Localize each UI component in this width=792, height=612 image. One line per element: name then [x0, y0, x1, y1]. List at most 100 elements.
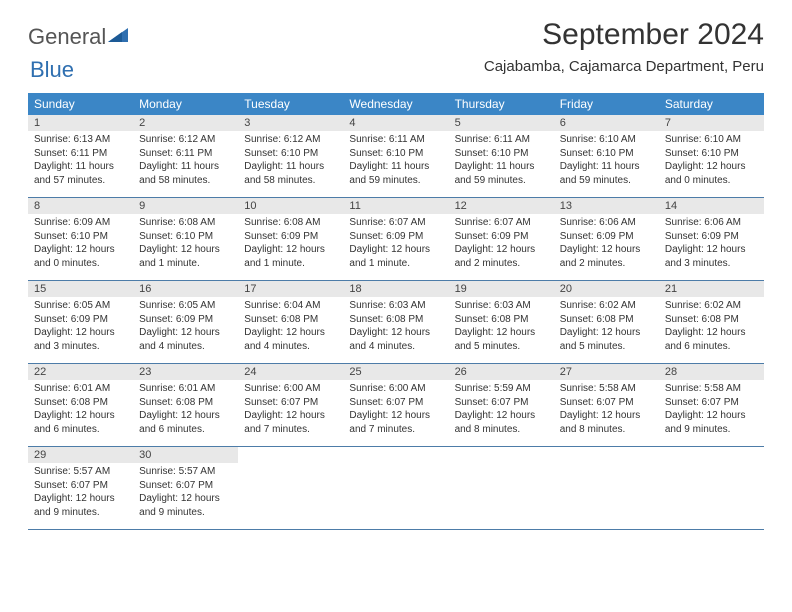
- day-cell: 7 Sunrise: 6:10 AMSunset: 6:10 PMDaylight…: [659, 115, 764, 197]
- sunset-text: Sunset: 6:07 PM: [349, 396, 444, 410]
- week-row: 1Sunrise: 6:13 AMSunset: 6:11 PMDaylight…: [28, 115, 764, 198]
- daylight-text: Daylight: 12 hours and 2 minutes.: [560, 243, 655, 270]
- sunset-text: Sunset: 6:08 PM: [665, 313, 760, 327]
- daylight-text: Daylight: 12 hours and 4 minutes.: [244, 326, 339, 353]
- day-info: Sunrise: 6:08 AMSunset: 6:10 PMDaylight:…: [133, 216, 238, 270]
- day-info: Sunrise: 5:58 AMSunset: 6:07 PMDaylight:…: [554, 382, 659, 436]
- day-cell: 11 Sunrise: 6:07 AMSunset: 6:09 PMDayligh…: [343, 198, 448, 280]
- sunrise-text: Sunrise: 6:12 AM: [244, 133, 339, 147]
- weeks-container: 1Sunrise: 6:13 AMSunset: 6:11 PMDaylight…: [28, 115, 764, 530]
- day-cell-empty: [238, 447, 343, 529]
- sunrise-text: Sunrise: 6:01 AM: [34, 382, 129, 396]
- day-number: 6: [554, 115, 659, 131]
- daylight-text: Daylight: 12 hours and 7 minutes.: [244, 409, 339, 436]
- day-info: Sunrise: 6:00 AMSunset: 6:07 PMDaylight:…: [343, 382, 448, 436]
- day-cell: 15Sunrise: 6:05 AMSunset: 6:09 PMDayligh…: [28, 281, 133, 363]
- day-number: 7: [659, 115, 764, 131]
- sunrise-text: Sunrise: 6:11 AM: [349, 133, 444, 147]
- daylight-text: Daylight: 12 hours and 3 minutes.: [34, 326, 129, 353]
- daylight-text: Daylight: 12 hours and 5 minutes.: [455, 326, 550, 353]
- sunset-text: Sunset: 6:07 PM: [665, 396, 760, 410]
- day-number: 30: [133, 447, 238, 463]
- day-number: 16: [133, 281, 238, 297]
- sunset-text: Sunset: 6:08 PM: [560, 313, 655, 327]
- daylight-text: Daylight: 12 hours and 8 minutes.: [560, 409, 655, 436]
- day-number: 18: [343, 281, 448, 297]
- day-cell-empty: [449, 447, 554, 529]
- day-info: Sunrise: 6:02 AMSunset: 6:08 PMDaylight:…: [659, 299, 764, 353]
- daylight-text: Daylight: 12 hours and 5 minutes.: [560, 326, 655, 353]
- day-info: Sunrise: 6:01 AMSunset: 6:08 PMDaylight:…: [28, 382, 133, 436]
- day-number: 10: [238, 198, 343, 214]
- day-cell: 16Sunrise: 6:05 AMSunset: 6:09 PMDayligh…: [133, 281, 238, 363]
- sunset-text: Sunset: 6:09 PM: [244, 230, 339, 244]
- day-number: 8: [28, 198, 133, 214]
- day-number: 25: [343, 364, 448, 380]
- sunrise-text: Sunrise: 5:59 AM: [455, 382, 550, 396]
- sunset-text: Sunset: 6:09 PM: [455, 230, 550, 244]
- daylight-text: Daylight: 11 hours and 59 minutes.: [455, 160, 550, 187]
- day-number: 4: [343, 115, 448, 131]
- daylight-text: Daylight: 12 hours and 8 minutes.: [455, 409, 550, 436]
- daylight-text: Daylight: 12 hours and 4 minutes.: [349, 326, 444, 353]
- sunset-text: Sunset: 6:08 PM: [349, 313, 444, 327]
- day-header: Friday: [554, 93, 659, 115]
- sunrise-text: Sunrise: 6:10 AM: [665, 133, 760, 147]
- sunrise-text: Sunrise: 6:07 AM: [349, 216, 444, 230]
- sunrise-text: Sunrise: 6:06 AM: [560, 216, 655, 230]
- day-info: Sunrise: 6:11 AMSunset: 6:10 PMDaylight:…: [343, 133, 448, 187]
- sunset-text: Sunset: 6:10 PM: [455, 147, 550, 161]
- sunrise-text: Sunrise: 6:13 AM: [34, 133, 129, 147]
- daylight-text: Daylight: 12 hours and 9 minutes.: [34, 492, 129, 519]
- sunrise-text: Sunrise: 5:57 AM: [34, 465, 129, 479]
- daylight-text: Daylight: 12 hours and 6 minutes.: [139, 409, 234, 436]
- daylight-text: Daylight: 12 hours and 1 minute.: [349, 243, 444, 270]
- day-info: Sunrise: 6:03 AMSunset: 6:08 PMDaylight:…: [449, 299, 554, 353]
- sunset-text: Sunset: 6:08 PM: [455, 313, 550, 327]
- calendar-page: General September 2024 Cajabamba, Cajama…: [0, 0, 792, 530]
- sunrise-text: Sunrise: 6:09 AM: [34, 216, 129, 230]
- sunset-text: Sunset: 6:10 PM: [139, 230, 234, 244]
- day-cell: 18Sunrise: 6:03 AMSunset: 6:08 PMDayligh…: [343, 281, 448, 363]
- day-cell: 22Sunrise: 6:01 AMSunset: 6:08 PMDayligh…: [28, 364, 133, 446]
- daylight-text: Daylight: 12 hours and 6 minutes.: [34, 409, 129, 436]
- sunset-text: Sunset: 6:08 PM: [139, 396, 234, 410]
- day-info: Sunrise: 6:05 AMSunset: 6:09 PMDaylight:…: [28, 299, 133, 353]
- day-number: 17: [238, 281, 343, 297]
- day-cell: 19 Sunrise: 6:03 AMSunset: 6:08 PMDayligh…: [449, 281, 554, 363]
- logo-triangle-icon: [108, 26, 128, 49]
- day-cell-empty: [659, 447, 764, 529]
- daylight-text: Daylight: 12 hours and 3 minutes.: [665, 243, 760, 270]
- day-info: Sunrise: 6:00 AMSunset: 6:07 PMDaylight:…: [238, 382, 343, 436]
- sunset-text: Sunset: 6:10 PM: [34, 230, 129, 244]
- day-cell: 17Sunrise: 6:04 AMSunset: 6:08 PMDayligh…: [238, 281, 343, 363]
- day-number: 19: [449, 281, 554, 297]
- day-number: 3: [238, 115, 343, 131]
- day-info: Sunrise: 5:58 AMSunset: 6:07 PMDaylight:…: [659, 382, 764, 436]
- day-cell: 6 Sunrise: 6:10 AMSunset: 6:10 PMDaylight…: [554, 115, 659, 197]
- day-info: Sunrise: 6:10 AMSunset: 6:10 PMDaylight:…: [659, 133, 764, 187]
- day-cell: 14Sunrise: 6:06 AMSunset: 6:09 PMDayligh…: [659, 198, 764, 280]
- day-info: Sunrise: 6:10 AMSunset: 6:10 PMDaylight:…: [554, 133, 659, 187]
- day-cell: 13Sunrise: 6:06 AMSunset: 6:09 PMDayligh…: [554, 198, 659, 280]
- day-number: 13: [554, 198, 659, 214]
- daylight-text: Daylight: 11 hours and 58 minutes.: [139, 160, 234, 187]
- day-cell: 29Sunrise: 5:57 AMSunset: 6:07 PMDayligh…: [28, 447, 133, 529]
- week-row: 15Sunrise: 6:05 AMSunset: 6:09 PMDayligh…: [28, 281, 764, 364]
- logo: General: [28, 18, 130, 50]
- sunrise-text: Sunrise: 6:07 AM: [455, 216, 550, 230]
- day-header: Sunday: [28, 93, 133, 115]
- daylight-text: Daylight: 12 hours and 7 minutes.: [349, 409, 444, 436]
- day-cell: 24Sunrise: 6:00 AMSunset: 6:07 PMDayligh…: [238, 364, 343, 446]
- day-number: 1: [28, 115, 133, 131]
- day-header-row: SundayMondayTuesdayWednesdayThursdayFrid…: [28, 93, 764, 115]
- sunset-text: Sunset: 6:09 PM: [349, 230, 444, 244]
- day-info: Sunrise: 5:57 AMSunset: 6:07 PMDaylight:…: [133, 465, 238, 519]
- sunrise-text: Sunrise: 6:00 AM: [244, 382, 339, 396]
- day-info: Sunrise: 6:12 AMSunset: 6:11 PMDaylight:…: [133, 133, 238, 187]
- sunrise-text: Sunrise: 5:57 AM: [139, 465, 234, 479]
- day-number: 11: [343, 198, 448, 214]
- day-number: 12: [449, 198, 554, 214]
- day-cell: 23Sunrise: 6:01 AMSunset: 6:08 PMDayligh…: [133, 364, 238, 446]
- sunset-text: Sunset: 6:10 PM: [560, 147, 655, 161]
